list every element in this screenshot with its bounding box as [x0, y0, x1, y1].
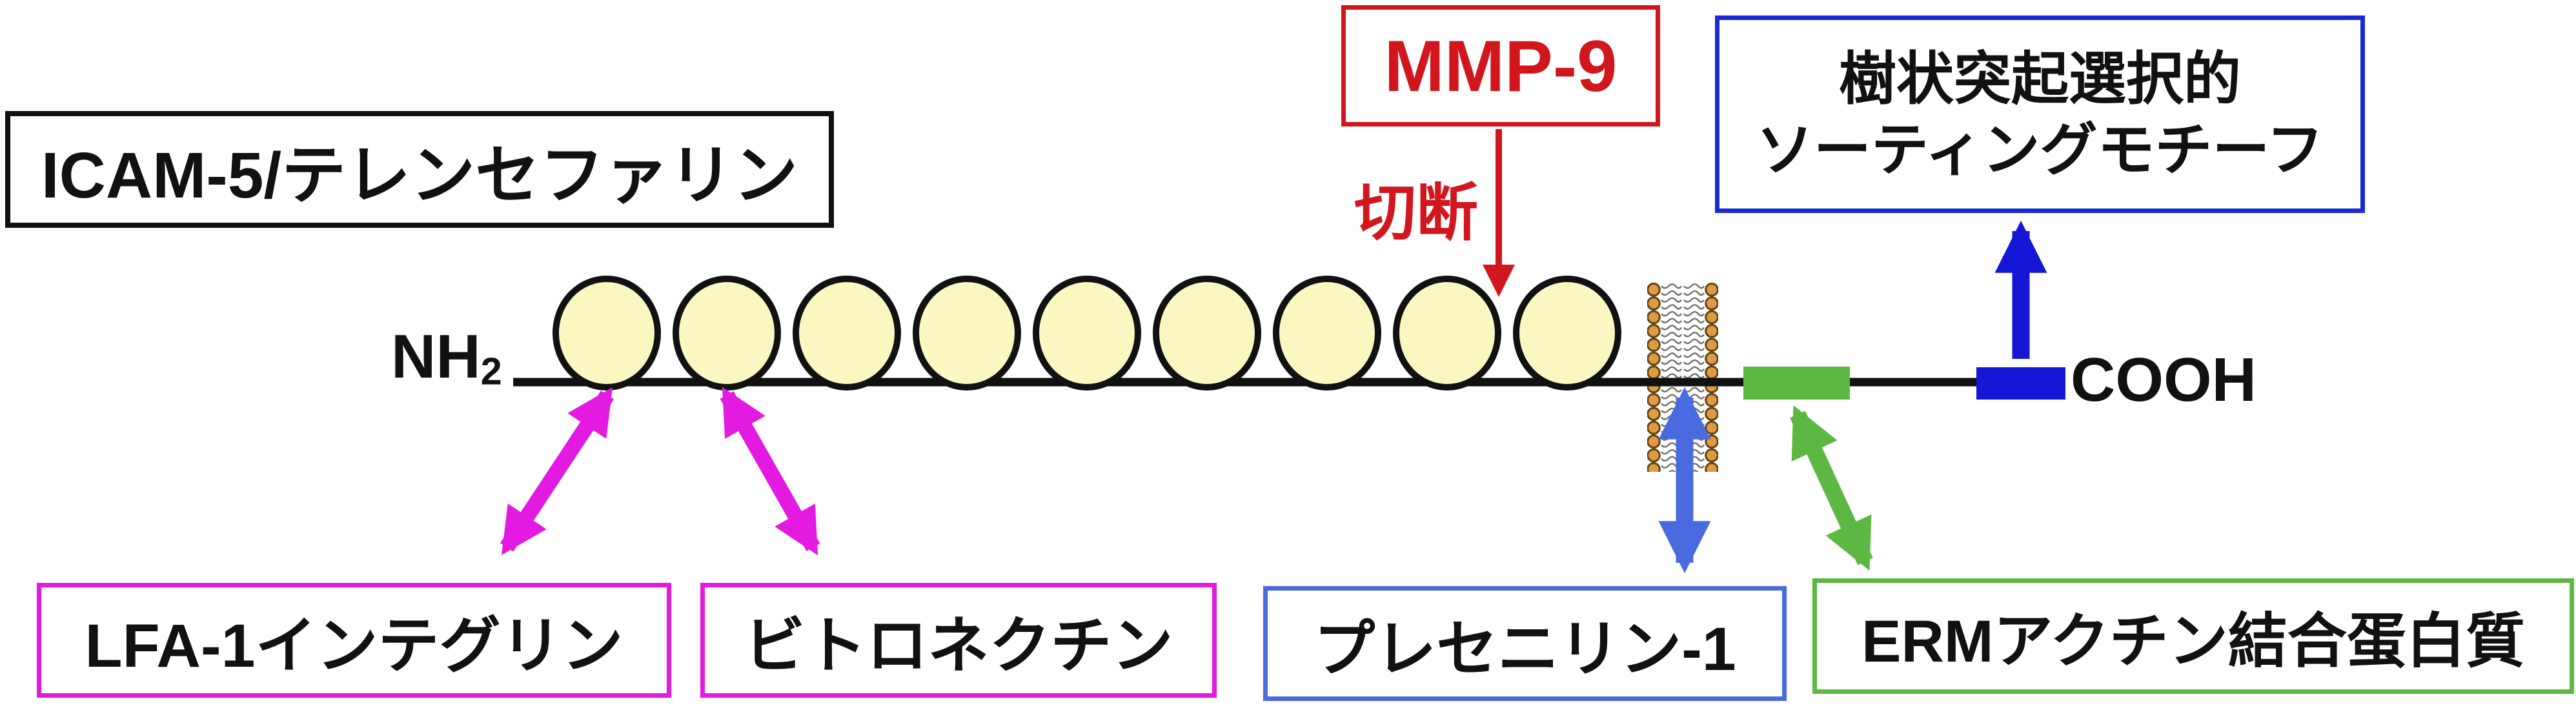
protein-title-label: ICAM-5/テレンセファリン — [41, 139, 798, 212]
ig-domain-1 — [553, 276, 661, 391]
n-terminus-label: NH2 — [391, 321, 502, 394]
partner-label-presenilin1: プレセニリン-1 — [1313, 614, 1736, 684]
sorting-motif-line2: ソーティングモチーフ — [1756, 117, 2324, 182]
cleavage-label: 切断 — [1354, 179, 1478, 248]
n-terminus-base: NH — [391, 322, 481, 391]
mmp9-label: MMP-9 — [1384, 25, 1618, 107]
partner-label-vitronectin: ビトロネクチン — [744, 611, 1173, 680]
vitronectin-interaction-arrow — [720, 387, 820, 556]
ig-domain-5 — [1033, 276, 1141, 391]
n-terminus-subscript: 2 — [480, 349, 502, 393]
partner-box-vitronectin: ビトロネクチン — [700, 583, 1217, 698]
partner-label-lfa1-integrin: LFA-1インテグリン — [85, 611, 624, 680]
ig-domain-4 — [913, 276, 1021, 391]
partner-label-erm-actin-binding-protein: ERMアクチン結合蛋白質 — [1861, 609, 2525, 674]
sorting-motif-box: 樹状突起選択的 ソーティングモチーフ — [1715, 15, 2365, 213]
mmp9-box: MMP-9 — [1341, 5, 1660, 127]
erm-interaction-arrow — [1790, 405, 1873, 571]
ig-domain-2 — [673, 276, 781, 391]
partner-box-erm-actin-binding-protein: ERMアクチン結合蛋白質 — [1812, 578, 2574, 694]
sorting-motif-segment — [1976, 367, 2065, 400]
protein-title-box: ICAM-5/テレンセファリン — [5, 111, 834, 228]
ig-domain-7 — [1273, 276, 1381, 391]
ig-domain-group — [553, 276, 1621, 391]
partner-box-lfa1-integrin: LFA-1インテグリン — [37, 583, 671, 698]
ig-domain-3 — [793, 276, 901, 391]
sorting-motif-line1: 樹状突起選択的 — [1839, 46, 2241, 111]
partner-box-presenilin1: プレセニリン-1 — [1263, 586, 1787, 701]
ig-domain-9 — [1513, 276, 1621, 391]
c-terminus-label: COOH — [2071, 345, 2257, 414]
ig-domain-6 — [1153, 276, 1261, 391]
erm-binding-segment — [1743, 367, 1850, 400]
lfa1-interaction-arrow — [500, 387, 614, 556]
ig-domain-8 — [1393, 276, 1501, 391]
